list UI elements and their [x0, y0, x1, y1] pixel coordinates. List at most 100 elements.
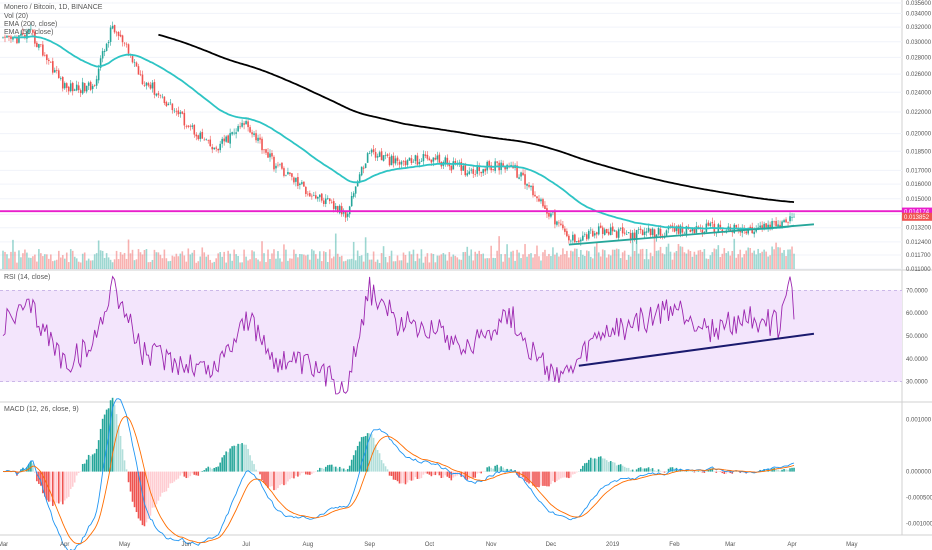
- volume-bar: [578, 256, 580, 269]
- candle-body: [225, 136, 227, 142]
- candle-body: [346, 213, 349, 217]
- volume-bar: [432, 253, 435, 269]
- candle-body: [137, 66, 140, 75]
- volume-bar: [99, 250, 102, 269]
- macd-histogram-bar: [701, 471, 704, 473]
- volume-bar: [727, 251, 730, 269]
- chart-title: Monero / Bitcoin, 1D, BINANCE: [4, 4, 103, 11]
- candle-body: [28, 29, 30, 33]
- macd-histogram-bar: [416, 471, 419, 479]
- volume-bar: [773, 249, 775, 269]
- candle-body: [707, 222, 710, 226]
- macd-histogram-bar: [582, 465, 584, 472]
- volume-bar: [189, 254, 192, 269]
- volume-bar: [693, 251, 696, 269]
- volume-bar: [295, 253, 297, 269]
- candle-body: [779, 224, 781, 227]
- macd-histogram-bar: [528, 471, 530, 484]
- volume-bar: [275, 258, 277, 269]
- volume-bar: [544, 249, 546, 269]
- macd-histogram-bar: [189, 471, 192, 477]
- candle-body: [783, 220, 785, 223]
- rsi-line: [2, 275, 795, 395]
- macd-histogram-bar: [346, 469, 349, 472]
- volume-bar: [95, 253, 98, 269]
- candle-body: [601, 227, 604, 234]
- volume-bar: [303, 254, 305, 269]
- candle-body: [322, 200, 325, 205]
- volume-bar: [324, 252, 327, 269]
- price-tick-label: 0.018500: [906, 149, 932, 155]
- rsi-trendline[interactable]: [578, 332, 815, 367]
- volume-bar: [697, 250, 700, 269]
- volume-bar: [285, 249, 287, 269]
- macd-histogram-bar: [544, 471, 546, 486]
- volume-bar: [257, 259, 259, 269]
- macd-histogram-bar: [390, 471, 393, 477]
- macd-tick-label: -0.001000: [906, 522, 932, 528]
- volume-bar: [486, 258, 488, 269]
- candle-body: [277, 164, 279, 166]
- volume-bar: [631, 241, 634, 269]
- candle-body: [330, 201, 333, 203]
- volume-bar: [374, 261, 377, 269]
- candle-body: [384, 155, 387, 156]
- candle-body: [460, 161, 463, 171]
- macd-histogram-bar: [247, 448, 249, 472]
- candle-body: [273, 156, 275, 170]
- candle-body: [111, 25, 114, 29]
- candle-body: [368, 153, 371, 154]
- volume-bar: [193, 250, 196, 269]
- volume-bar: [396, 255, 399, 269]
- volume-bar: [55, 259, 58, 269]
- volume-bar: [366, 252, 369, 269]
- volume-bar: [398, 260, 401, 269]
- volume-bar: [311, 249, 313, 269]
- candle-body: [315, 195, 317, 199]
- volume-bar: [552, 247, 554, 269]
- volume-bar: [235, 254, 237, 269]
- volume-bar: [297, 257, 299, 269]
- macd-histogram-bar: [655, 471, 658, 472]
- macd-histogram-bar: [446, 471, 449, 477]
- candle-body: [492, 169, 494, 170]
- macd-histogram-bar: [570, 471, 572, 478]
- volume-bar: [542, 252, 544, 269]
- macd-histogram-bar: [703, 471, 706, 473]
- macd-histogram-bar: [404, 471, 407, 485]
- volume-bar: [496, 250, 498, 269]
- macd-histogram-bar: [91, 454, 94, 472]
- candle-body: [364, 163, 367, 168]
- macd-histogram-bar: [607, 461, 610, 472]
- macd-histogram-bar: [297, 471, 299, 477]
- volume-bar: [54, 260, 56, 269]
- volume-bar: [550, 256, 552, 269]
- volume-bar: [4, 251, 6, 269]
- candle-body: [99, 58, 102, 68]
- candle-body: [791, 217, 793, 218]
- candle-body: [135, 62, 138, 67]
- volume-bar: [769, 255, 771, 269]
- volume-bar: [645, 248, 648, 269]
- candle-body: [247, 121, 249, 128]
- candle-body: [199, 132, 202, 139]
- candle-body: [177, 110, 180, 115]
- candle-body: [173, 110, 176, 112]
- candle-body: [695, 226, 698, 233]
- candle-body: [631, 232, 634, 239]
- support-trendline[interactable]: [568, 223, 815, 246]
- candle-body: [61, 77, 64, 89]
- candle-body: [641, 229, 644, 236]
- macd-histogram-bar: [669, 467, 672, 472]
- volume-bar: [605, 257, 608, 269]
- macd-histogram-bar: [165, 471, 168, 492]
- candle-body: [75, 84, 78, 91]
- macd-histogram-bar: [438, 471, 441, 476]
- candle-body: [589, 229, 592, 231]
- candle-body: [237, 126, 239, 132]
- candle-body: [161, 96, 164, 98]
- macd-histogram-bar: [556, 471, 558, 481]
- candle-body: [584, 234, 586, 236]
- candle-body: [789, 216, 791, 222]
